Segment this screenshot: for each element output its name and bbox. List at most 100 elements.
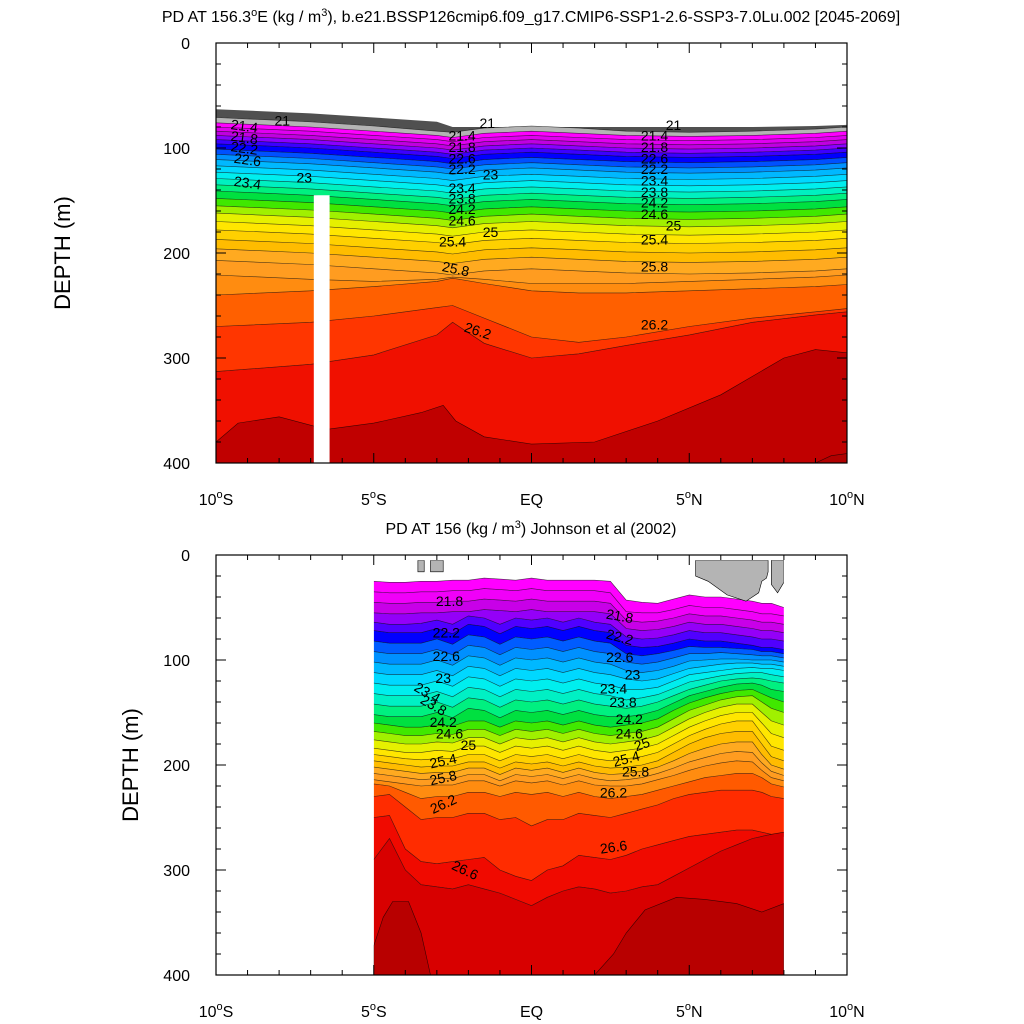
contour-label: 21.4: [230, 116, 259, 136]
contour-label: 25.8: [641, 259, 668, 275]
contour-line: [216, 126, 847, 143]
contour-line: [216, 274, 847, 284]
contour-label: 25.8: [428, 767, 458, 788]
contour-band-22-2: [216, 139, 847, 159]
contour-line: [216, 148, 847, 165]
x-tick-label: EQ: [520, 1004, 543, 1021]
contour-line: [373, 712, 784, 753]
masked-column: [313, 195, 330, 463]
contour-band-23-6: [373, 672, 784, 709]
contour-line: [373, 815, 784, 881]
contour-label: 23.4: [600, 680, 627, 696]
contour-band-27: [815, 453, 847, 463]
contour-band-25: [216, 229, 847, 254]
plot-title: PD AT 156 (kg / m3) Johnson et al (2002): [385, 519, 676, 538]
contour-line: [373, 598, 784, 625]
contour-label: 25.8: [441, 258, 471, 279]
contour-line: [373, 677, 784, 709]
contour-band-22-8: [373, 645, 784, 673]
y-tick-label: 100: [163, 653, 190, 670]
contour-line: [216, 229, 847, 245]
contour-line: [373, 760, 784, 787]
contour-line: [216, 248, 847, 264]
contour-label: 23.8: [641, 184, 668, 200]
contour-band-21-6: [216, 127, 847, 146]
contour-line: [216, 122, 847, 138]
missing-data-region: [417, 560, 425, 573]
contour-line: [373, 720, 784, 762]
contour-line: [373, 751, 784, 782]
contour-label: 21.8: [605, 606, 635, 627]
contour-line: [373, 682, 784, 719]
contour-label: 24.2: [448, 201, 475, 217]
contour-label: 22.6: [233, 150, 262, 170]
contour-band-22-4: [216, 143, 847, 164]
contour-label: 21.4: [641, 127, 668, 143]
contour-label: 23.8: [448, 190, 475, 206]
contour-label: 22.2: [448, 161, 475, 177]
x-tick-label: 10oS: [199, 1001, 234, 1021]
panel-bottom: 21.822.222.62323.423.824.224.62525.425.8…: [118, 519, 865, 1021]
contour-band-26: [373, 773, 784, 826]
contour-line: [216, 277, 847, 296]
contour-label: 24.2: [430, 714, 457, 730]
contour-label: 24.6: [641, 206, 668, 222]
contour-band-24-8: [216, 221, 847, 245]
contour-line: [216, 171, 847, 188]
contour-label: 25: [666, 218, 682, 234]
contour-band-21-4: [216, 122, 847, 142]
contour-line: [373, 609, 784, 633]
y-tick-label: 300: [163, 351, 190, 368]
contour-label: 25: [632, 734, 652, 754]
contour-label: 22.2: [605, 626, 636, 649]
x-tick-label: 5oN: [676, 489, 703, 509]
contour-line: [373, 773, 784, 799]
contour-band-22-8: [216, 154, 847, 175]
contour-band-26-4: [373, 815, 784, 906]
contour-label: 22.6: [448, 151, 475, 167]
contour-line: [216, 260, 847, 276]
contour-label: 23.4: [233, 173, 262, 193]
contour-band-23-8: [373, 677, 784, 718]
contour-band-24-2: [216, 198, 847, 221]
y-tick-label: 100: [163, 141, 190, 158]
contour-band-24-4: [373, 695, 784, 744]
contour-label: 22.2: [230, 138, 259, 158]
contour-band-23-6: [216, 178, 847, 200]
x-tick-label: 10oS: [199, 489, 234, 509]
contour-label: 24.6: [448, 212, 475, 228]
contour-line: [216, 154, 847, 170]
contour-line: [216, 311, 847, 372]
contour-label: 25.4: [439, 233, 466, 249]
contour-line: [373, 831, 784, 907]
contour-band-21-6: [373, 588, 784, 625]
plot-title: PD AT 156.3oE (kg / m3), b.e21.BSSP126cm…: [162, 7, 900, 26]
contour-label: 21: [666, 117, 682, 133]
contour-label: 26.2: [641, 316, 668, 332]
contour-label: 22.6: [641, 151, 668, 167]
contour-band-24-8: [373, 712, 784, 761]
contour-line: [216, 135, 847, 151]
contour-line: [216, 130, 847, 147]
contour-line: [373, 588, 784, 617]
contour-line: [216, 212, 847, 229]
contour-band-22: [216, 135, 847, 155]
contour-line: [216, 165, 847, 181]
y-tick-label: 0: [181, 36, 190, 53]
y-axis-label: DEPTH (m): [50, 196, 75, 310]
y-tick-label: 400: [163, 456, 190, 473]
contour-line: [373, 577, 784, 608]
contour-band-21-4: [373, 578, 784, 616]
ticks: [215, 42, 848, 464]
contour-label: 22.2: [641, 161, 668, 177]
contour-line: [373, 655, 784, 673]
contour-band-23-2: [373, 663, 784, 690]
contour-label: 21.8: [448, 139, 475, 155]
contour-label: 26.6: [599, 837, 628, 857]
contour-band-26-2: [216, 305, 847, 372]
contour-band-24-2: [373, 689, 784, 736]
x-tick-label: 5oN: [676, 1001, 703, 1021]
contour-line: [373, 662, 784, 682]
